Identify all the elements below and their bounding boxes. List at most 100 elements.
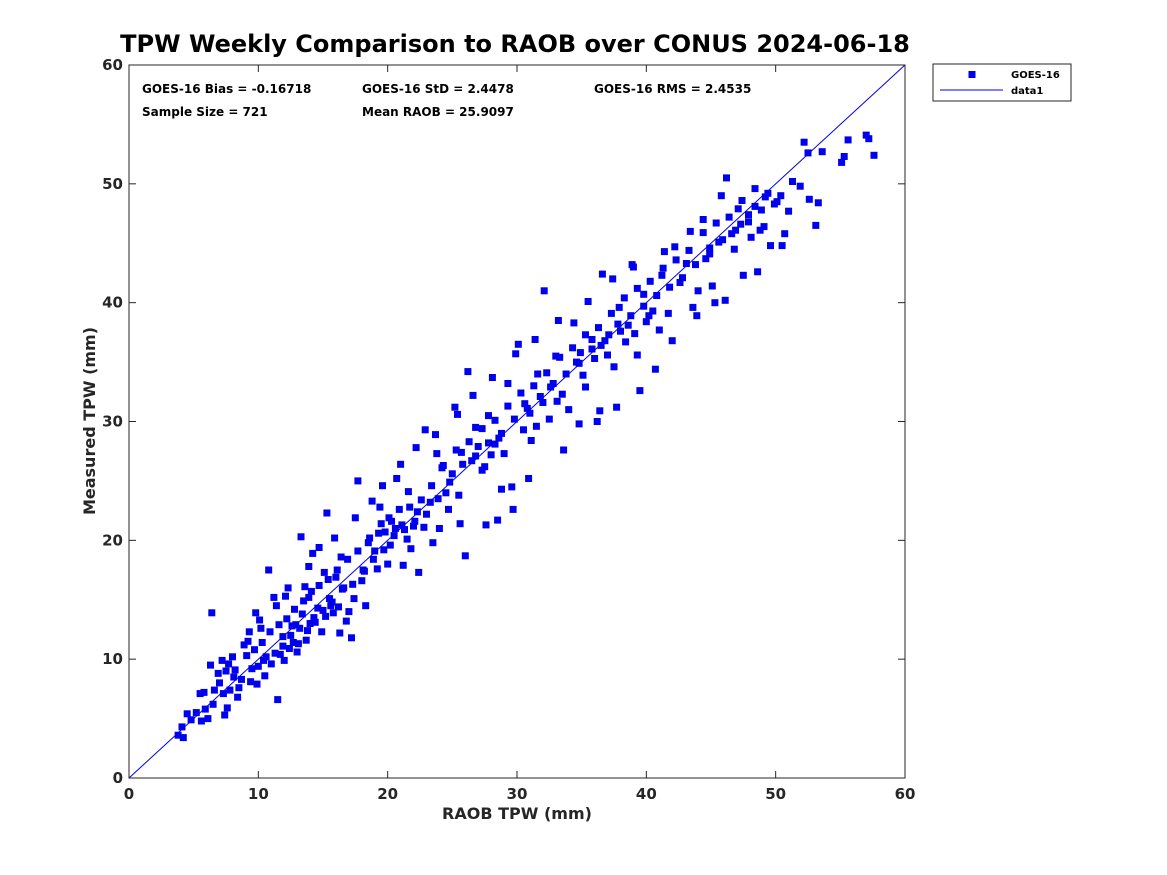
goes16-point-9: [207, 661, 214, 669]
goes16-point-301: [384, 560, 392, 568]
goes16-point-149: [287, 631, 295, 639]
goes16-point-2: [179, 734, 187, 742]
goes16-point-64: [464, 368, 472, 376]
goes16-point-253: [413, 508, 421, 516]
goes16-point-140: [251, 646, 258, 654]
goes16-point-127: [844, 136, 852, 144]
goes16-point-337: [469, 391, 477, 399]
goes16-point-232: [777, 192, 785, 200]
goes16-point-333: [397, 460, 405, 468]
goes16-point-105: [711, 299, 719, 307]
legend-marker-goes16: [968, 71, 976, 78]
goes16-point-58: [433, 450, 441, 458]
stat-bias: GOES-16 Bias = -0.16718: [142, 82, 311, 96]
goes16-point-44: [354, 477, 362, 485]
goes16-point-68: [491, 440, 499, 448]
data1-line: [128, 64, 906, 779]
goes16-point-154: [307, 587, 315, 595]
goes16-point-24: [260, 656, 267, 664]
goes16-point-29: [284, 584, 292, 592]
goes16-point-136: [231, 666, 239, 674]
y-tick-label-0: 0: [113, 769, 123, 787]
goes16-point-34: [305, 593, 313, 601]
goes16-point-294: [280, 656, 288, 664]
goes16-point-257: [442, 489, 450, 497]
goes16-point-236: [314, 604, 322, 612]
goes16-point-62: [457, 448, 465, 456]
goes16-point-327: [305, 563, 313, 570]
goes16-point-49: [381, 528, 389, 536]
goes16-point-295: [289, 639, 297, 646]
goes16-point-36: [315, 544, 323, 551]
goes16-point-334: [412, 444, 420, 452]
goes16-point-101: [689, 303, 697, 311]
goes16-point-254: [420, 523, 428, 531]
goes16-point-53: [404, 488, 412, 496]
goes16-point-4: [187, 716, 195, 724]
goes16-point-180: [439, 462, 447, 469]
goes16-point-20: [244, 637, 252, 645]
goes16-point-182: [452, 446, 460, 454]
goes16-point-126: [840, 153, 848, 160]
goes16-point-300: [373, 565, 381, 573]
goes16-point-74: [527, 437, 535, 444]
goes16-point-65: [472, 423, 480, 431]
x-tick-label-5: 50: [765, 785, 786, 803]
goes16-point-280: [642, 318, 650, 326]
goes16-point-299: [362, 602, 370, 610]
goes16-point-77: [545, 415, 553, 423]
goes16-point-166: [364, 539, 372, 547]
goes16-point-317: [708, 282, 716, 290]
goes16-point-47: [371, 547, 379, 555]
goes16-point-71: [509, 505, 517, 513]
goes16-point-341: [554, 317, 562, 324]
goes16-point-67: [485, 412, 492, 420]
goes16-point-194: [530, 382, 538, 390]
goes16-point-144: [266, 628, 274, 636]
goes16-point-125: [838, 158, 846, 166]
goes16-point-216: [672, 256, 680, 264]
goes16-point-266: [520, 426, 527, 434]
goes16-point-110: [739, 271, 747, 279]
goes16-point-164: [354, 547, 362, 555]
goes16-point-104: [706, 244, 714, 252]
goes16-point-99: [676, 279, 684, 286]
goes16-point-279: [631, 330, 639, 338]
goes16-point-281: [649, 307, 657, 315]
goes16-point-145: [271, 649, 279, 657]
y-tick-label-1: 10: [102, 650, 123, 668]
legend: GOES-16 data1: [932, 63, 1072, 102]
goes16-point-168: [375, 529, 383, 537]
goes16-point-81: [570, 319, 578, 327]
goes16-point-120: [800, 138, 808, 146]
goes16-point-233: [785, 207, 793, 215]
goes16-point-248: [350, 595, 358, 603]
goes16-point-177: [423, 510, 430, 518]
goes16-point-277: [617, 327, 624, 335]
goes16-point-238: [298, 610, 306, 618]
goes16-point-171: [390, 532, 398, 540]
goes16-point-209: [627, 312, 635, 320]
goes16-point-247: [340, 584, 348, 592]
goes16-point-316: [693, 312, 701, 320]
goes16-point-298: [345, 608, 353, 616]
goes16-point-340: [531, 336, 539, 343]
goes16-point-87: [605, 331, 613, 339]
goes16-point-181: [446, 478, 454, 486]
goes16-point-35: [310, 614, 318, 622]
goes16-point-192: [517, 389, 525, 397]
goes16-point-133: [216, 679, 223, 687]
goes16-point-162: [344, 555, 352, 563]
goes16-point-241: [326, 595, 333, 603]
goes16-point-307: [494, 516, 502, 524]
goes16-point-224: [725, 213, 733, 221]
x-tick-label-4: 40: [636, 785, 657, 803]
goes16-point-202: [582, 331, 589, 339]
goes16-point-152: [300, 597, 308, 605]
goes16-point-130: [870, 151, 878, 159]
goes16-point-83: [582, 383, 589, 391]
goes16-point-37: [320, 568, 328, 576]
goes16-point-38: [323, 509, 331, 517]
goes16-point-57: [426, 498, 434, 506]
goes16-point-163: [349, 580, 357, 588]
